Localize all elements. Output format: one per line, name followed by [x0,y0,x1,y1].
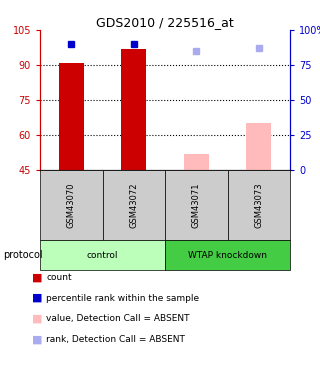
Text: percentile rank within the sample: percentile rank within the sample [46,294,200,303]
Text: control: control [87,251,118,260]
Text: GSM43073: GSM43073 [254,182,263,228]
Bar [228,170,290,240]
Bar [40,170,102,240]
Text: WTAP knockdown: WTAP knockdown [188,251,267,260]
Bar [246,123,271,170]
Bar [165,240,290,270]
Text: GSM43072: GSM43072 [129,182,138,228]
Bar [102,170,165,240]
Bar [165,170,228,240]
Text: ■: ■ [32,334,43,344]
Bar [59,63,84,170]
Text: GSM43070: GSM43070 [67,182,76,228]
Text: GSM43071: GSM43071 [192,182,201,228]
Text: count: count [46,273,72,282]
Title: GDS2010 / 225516_at: GDS2010 / 225516_at [96,16,234,29]
Bar [184,154,209,170]
Text: ■: ■ [32,293,43,303]
Text: ■: ■ [32,314,43,324]
Text: ■: ■ [32,273,43,282]
Text: value, Detection Call = ABSENT: value, Detection Call = ABSENT [46,314,190,323]
Text: rank, Detection Call = ABSENT: rank, Detection Call = ABSENT [46,335,185,344]
Text: protocol: protocol [3,250,43,260]
Bar [40,240,165,270]
Bar [121,49,146,170]
